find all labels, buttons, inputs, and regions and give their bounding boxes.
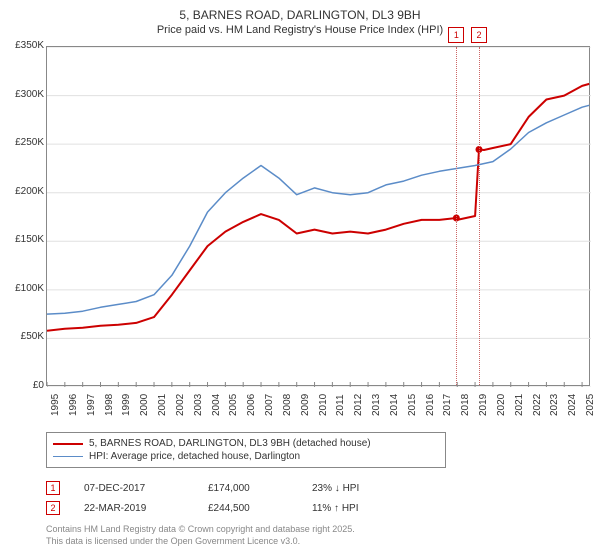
x-tick-label: 2013 — [371, 394, 382, 416]
y-tick-label: £0 — [2, 380, 44, 391]
x-tick-label: 2014 — [389, 394, 400, 416]
x-tick-label: 2020 — [496, 394, 507, 416]
legend-swatch — [53, 443, 83, 445]
x-tick-label: 2004 — [211, 394, 222, 416]
legend-label: 5, BARNES ROAD, DARLINGTON, DL3 9BH (det… — [89, 438, 371, 449]
x-tick-label: 2009 — [300, 394, 311, 416]
transaction-delta: 23% ↓ HPI — [312, 483, 412, 494]
transaction-row: 2 22-MAR-2019 £244,500 11% ↑ HPI — [46, 498, 412, 518]
marker-box: 2 — [471, 27, 487, 43]
x-tick-label: 2012 — [353, 394, 364, 416]
x-tick-label: 2025 — [585, 394, 596, 416]
legend-row: 5, BARNES ROAD, DARLINGTON, DL3 9BH (det… — [53, 437, 439, 450]
transaction-price: £244,500 — [208, 503, 288, 514]
chart-subtitle: Price paid vs. HM Land Registry's House … — [0, 24, 600, 42]
x-tick-label: 1995 — [50, 394, 61, 416]
marker-box: 1 — [448, 27, 464, 43]
x-tick-label: 2022 — [532, 394, 543, 416]
x-tick-label: 2002 — [175, 394, 186, 416]
x-tick-label: 2005 — [228, 394, 239, 416]
transaction-price: £174,000 — [208, 483, 288, 494]
x-tick-label: 2018 — [460, 394, 471, 416]
x-tick-label: 2000 — [139, 394, 150, 416]
transaction-marker: 2 — [46, 501, 60, 515]
chart-container: 5, BARNES ROAD, DARLINGTON, DL3 9BH Pric… — [0, 0, 600, 560]
legend: 5, BARNES ROAD, DARLINGTON, DL3 9BH (det… — [46, 432, 446, 468]
chart-title: 5, BARNES ROAD, DARLINGTON, DL3 9BH — [0, 0, 600, 24]
transactions-table: 1 07-DEC-2017 £174,000 23% ↓ HPI 2 22-MAR-201… — [46, 478, 412, 518]
x-tick-label: 2016 — [425, 394, 436, 416]
x-tick-label: 2007 — [264, 394, 275, 416]
transaction-date: 22-MAR-2019 — [84, 503, 184, 514]
y-tick-label: £150K — [2, 234, 44, 245]
x-tick-label: 2006 — [246, 394, 257, 416]
x-tick-label: 2003 — [193, 394, 204, 416]
y-tick-label: £200K — [2, 186, 44, 197]
x-tick-label: 2021 — [514, 394, 525, 416]
chart-svg — [47, 47, 591, 387]
transaction-row: 1 07-DEC-2017 £174,000 23% ↓ HPI — [46, 478, 412, 498]
x-tick-label: 2024 — [567, 394, 578, 416]
x-tick-label: 2010 — [318, 394, 329, 416]
x-tick-label: 2011 — [335, 394, 346, 416]
x-tick-label: 2015 — [407, 394, 418, 416]
y-tick-label: £100K — [2, 283, 44, 294]
y-tick-label: £300K — [2, 89, 44, 100]
y-tick-label: £50K — [2, 331, 44, 342]
marker-vline — [479, 47, 480, 385]
x-tick-label: 2017 — [442, 394, 453, 416]
footer-line2: This data is licensed under the Open Gov… — [46, 536, 355, 548]
transaction-marker: 1 — [46, 481, 60, 495]
legend-label: HPI: Average price, detached house, Darl… — [89, 451, 300, 462]
legend-swatch — [53, 456, 83, 457]
x-tick-label: 1996 — [68, 394, 79, 416]
chart-plot-area: 12 — [46, 46, 590, 386]
x-tick-label: 2008 — [282, 394, 293, 416]
x-tick-label: 1998 — [104, 394, 115, 416]
x-tick-label: 2023 — [549, 394, 560, 416]
footer-line1: Contains HM Land Registry data © Crown c… — [46, 524, 355, 536]
y-tick-label: £250K — [2, 137, 44, 148]
x-tick-label: 2001 — [157, 394, 168, 416]
transaction-delta: 11% ↑ HPI — [312, 503, 412, 514]
x-tick-label: 2019 — [478, 394, 489, 416]
transaction-date: 07-DEC-2017 — [84, 483, 184, 494]
x-tick-label: 1997 — [86, 394, 97, 416]
legend-row: HPI: Average price, detached house, Darl… — [53, 450, 439, 463]
footer: Contains HM Land Registry data © Crown c… — [46, 524, 355, 547]
y-tick-label: £350K — [2, 40, 44, 51]
x-tick-label: 1999 — [121, 394, 132, 416]
marker-vline — [456, 47, 457, 385]
